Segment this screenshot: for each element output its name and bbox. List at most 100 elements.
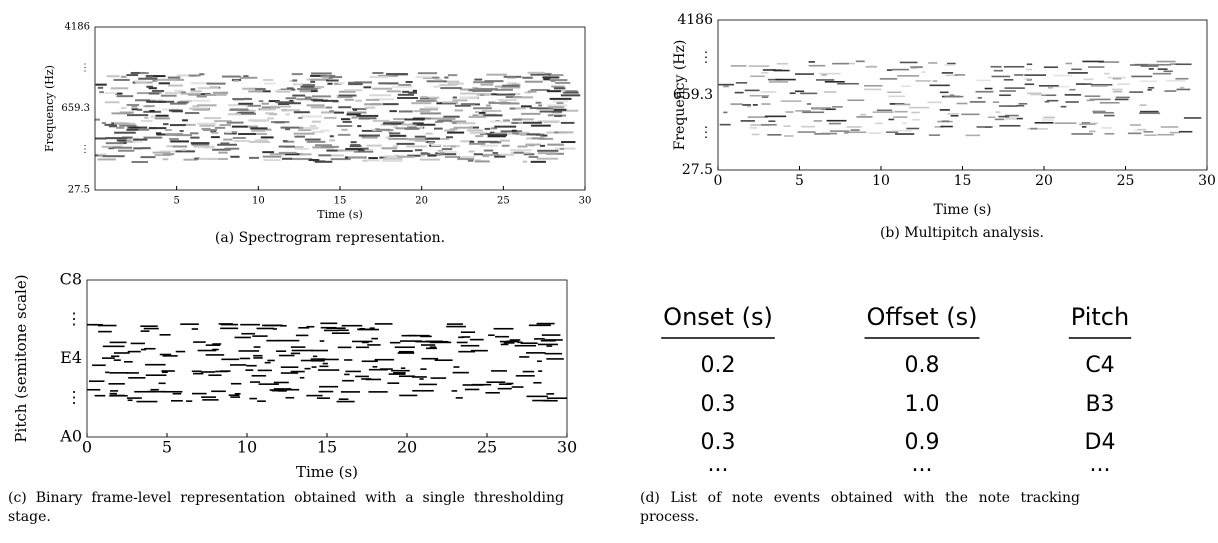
texture (528, 324, 551, 327)
texture (170, 124, 186, 127)
x-tick-label: 5 (162, 438, 172, 457)
texture (220, 142, 230, 145)
texture (1023, 78, 1031, 80)
texture (154, 154, 171, 157)
texture (393, 118, 407, 121)
texture (292, 94, 306, 97)
texture (888, 95, 905, 98)
texture (329, 135, 334, 138)
texture (356, 114, 379, 117)
texture (887, 91, 902, 94)
texture (130, 126, 140, 129)
texture (361, 360, 378, 363)
texture (474, 160, 490, 163)
texture (184, 112, 200, 115)
texture (912, 118, 920, 121)
texture (546, 345, 553, 347)
texture (320, 129, 330, 132)
texture (320, 326, 337, 329)
texture (420, 95, 428, 98)
texture (119, 124, 137, 127)
texture (965, 134, 981, 137)
texture (145, 75, 154, 78)
texture (116, 95, 134, 98)
texture (367, 344, 381, 346)
texture (785, 111, 794, 113)
texture (152, 90, 164, 93)
texture (503, 132, 517, 135)
texture (533, 381, 542, 384)
texture (888, 118, 895, 121)
texture (1176, 88, 1191, 91)
x-tick-label: 30 (579, 196, 592, 207)
texture (480, 144, 498, 147)
texture (1027, 128, 1048, 130)
texture (543, 78, 551, 81)
texture (522, 370, 535, 373)
texture (459, 92, 477, 95)
texture (226, 121, 244, 124)
texture (131, 105, 138, 108)
texture (1114, 98, 1129, 101)
texture (228, 104, 249, 107)
texture (425, 340, 443, 343)
texture (546, 397, 568, 400)
texture (372, 119, 390, 122)
texture (264, 324, 282, 327)
texture (488, 334, 495, 337)
texture (544, 339, 563, 341)
texture (311, 106, 325, 109)
texture (773, 69, 790, 72)
texture (1169, 63, 1180, 65)
texture (346, 111, 367, 114)
texture (255, 88, 266, 91)
texture (280, 126, 300, 129)
texture (233, 140, 251, 143)
texture (164, 129, 172, 132)
texture (263, 78, 274, 81)
texture (268, 100, 280, 103)
texture (490, 131, 495, 134)
texture (1044, 100, 1050, 103)
texture (338, 133, 351, 136)
texture (167, 84, 183, 87)
texture (319, 340, 325, 342)
texture (540, 134, 548, 137)
texture (262, 151, 274, 154)
texture (897, 75, 920, 77)
texture (392, 145, 399, 148)
texture (292, 83, 312, 86)
texture (108, 125, 118, 128)
texture (165, 91, 182, 94)
texture (961, 113, 980, 116)
texture (366, 144, 382, 147)
texture (143, 99, 163, 102)
texture (492, 152, 499, 155)
texture (399, 340, 422, 342)
texture (212, 343, 222, 345)
texture (547, 104, 568, 107)
texture (976, 126, 993, 128)
texture (310, 74, 327, 77)
texture (143, 136, 163, 139)
texture (317, 369, 340, 371)
texture (994, 118, 1005, 121)
texture (235, 112, 257, 115)
texture (767, 78, 783, 81)
texture (458, 350, 476, 353)
texture (199, 124, 215, 127)
texture (1179, 130, 1193, 133)
texture (1084, 122, 1098, 125)
texture (242, 87, 256, 90)
texture (190, 88, 196, 91)
texture (928, 134, 941, 136)
texture (478, 111, 486, 114)
texture (1004, 87, 1025, 89)
texture (446, 325, 466, 328)
texture (346, 113, 361, 116)
texture (190, 142, 210, 145)
texture (454, 104, 471, 107)
texture (345, 370, 361, 373)
y-tick-label: ⋮ (699, 125, 713, 141)
texture (500, 343, 509, 346)
